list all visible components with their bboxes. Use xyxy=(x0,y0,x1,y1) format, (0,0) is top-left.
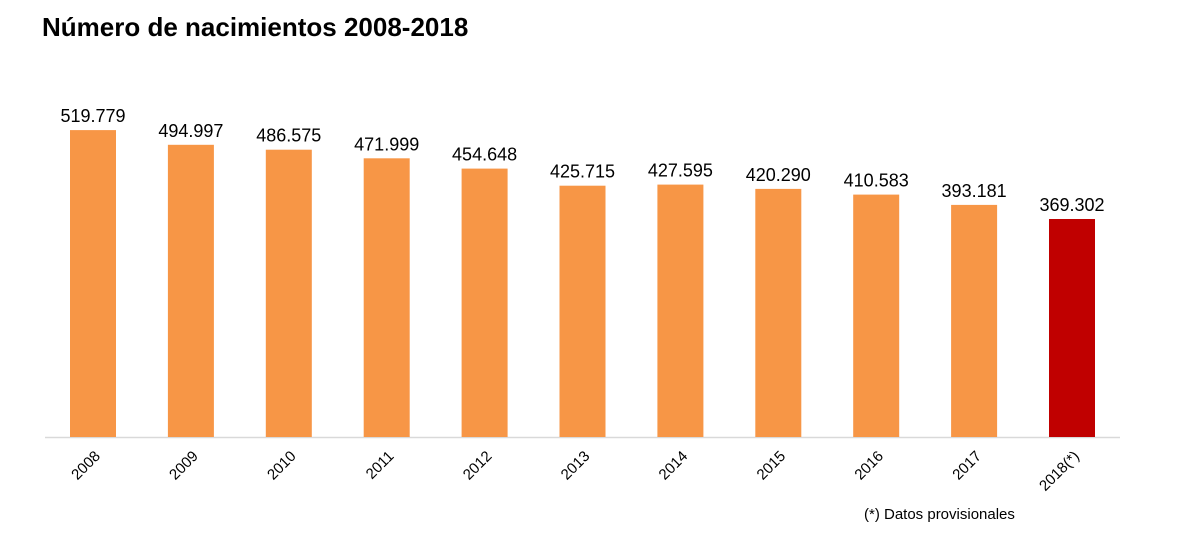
footnote: (*) Datos provisionales xyxy=(864,506,1015,523)
data-label-2008: 519.779 xyxy=(60,106,125,126)
data-label-2010: 486.575 xyxy=(256,126,321,146)
x-tick-label-2014: 2014 xyxy=(656,448,692,484)
bar-2011 xyxy=(363,158,410,438)
x-tick-label-2010: 2010 xyxy=(264,448,300,484)
data-label-2016: 410.583 xyxy=(844,171,909,191)
x-tick-label-2017: 2017 xyxy=(949,448,985,484)
data-label-2009: 494.997 xyxy=(158,121,223,141)
bar-2016 xyxy=(853,194,900,437)
x-tick-label-2016: 2016 xyxy=(851,448,887,484)
x-tick-label-2018(*): 2018(*) xyxy=(1036,448,1083,495)
data-label-2011: 471.999 xyxy=(354,134,419,154)
bar-2018(*) xyxy=(1049,219,1095,437)
chart-title: Número de nacimientos 2008-2018 xyxy=(42,12,469,42)
bar-2008 xyxy=(70,130,116,437)
bar-2014 xyxy=(657,184,704,437)
bar-2012 xyxy=(461,168,508,437)
data-label-2015: 420.290 xyxy=(746,165,811,185)
bar-2013 xyxy=(559,185,606,437)
x-tick-label-2011: 2011 xyxy=(363,448,398,483)
data-label-2013: 425.715 xyxy=(550,162,615,182)
data-label-2014: 427.595 xyxy=(648,161,713,181)
x-tick-label-2013: 2013 xyxy=(558,448,594,484)
x-tick-label-2015: 2015 xyxy=(754,448,790,484)
data-label-2018(*): 369.302 xyxy=(1039,195,1104,215)
bar-2009 xyxy=(167,144,214,438)
bar-2015 xyxy=(755,188,802,437)
data-label-2017: 393.181 xyxy=(942,181,1007,201)
bar-2017 xyxy=(951,204,998,437)
x-tick-label-2009: 2009 xyxy=(166,448,202,484)
data-label-2012: 454.648 xyxy=(452,145,517,165)
bar-2010 xyxy=(265,149,312,437)
x-tick-label-2008: 2008 xyxy=(68,448,104,484)
x-tick-label-2012: 2012 xyxy=(460,448,496,484)
